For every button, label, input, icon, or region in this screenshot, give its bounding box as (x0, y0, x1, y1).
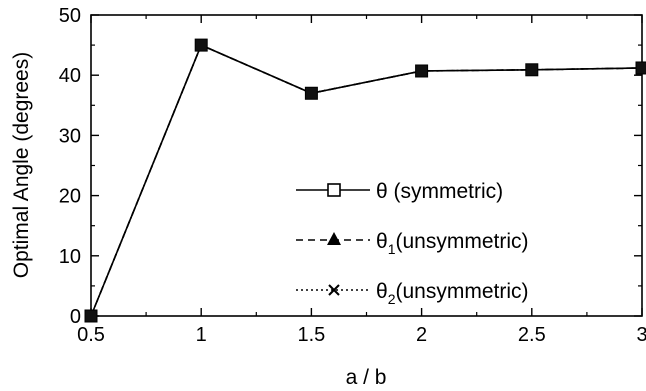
x-marker-icon (328, 284, 340, 296)
open-square-icon (327, 183, 341, 197)
y-tick-label: 20 (59, 186, 81, 208)
x-axis-label: a / b (346, 366, 387, 389)
series-1 (90, 44, 643, 317)
filled-triangle-icon (327, 232, 341, 245)
x-tick-label: 0.5 (77, 324, 105, 346)
legend-item-1: θ1(unsymmetric) (296, 230, 529, 257)
legend-item-2: θ2(unsymmetric) (296, 280, 529, 307)
legend-label: θ (symmetric) (376, 180, 503, 203)
data-point (415, 64, 429, 78)
data-point (635, 61, 646, 75)
legend-label: θ2(unsymmetric) (376, 280, 529, 307)
y-axis-label: Optimal Angle (degrees) (10, 52, 33, 278)
x-tick-label: 1.5 (297, 324, 325, 346)
series-line (90, 44, 643, 317)
x-tick-label: 1 (196, 324, 207, 346)
data-point (304, 86, 318, 100)
y-tick-label: 0 (70, 306, 81, 328)
series-0 (90, 44, 643, 317)
y-tick-label: 30 (59, 125, 81, 147)
x-tick-label: 2 (416, 324, 427, 346)
data-point (194, 38, 208, 52)
data-markers (84, 38, 646, 323)
y-tick-label: 10 (59, 246, 81, 268)
y-tick-label: 50 (59, 5, 81, 27)
data-point (525, 63, 539, 77)
axis-ticks (90, 14, 643, 317)
series-line (90, 44, 643, 317)
legend-item-0: θ (symmetric) (296, 180, 503, 203)
plot-frame (90, 14, 643, 317)
legend-label: θ1(unsymmetric) (376, 230, 529, 257)
x-tick-label: 3 (636, 324, 646, 346)
series-line (90, 44, 643, 317)
x-tick-label: 2.5 (518, 324, 546, 346)
legend: θ (symmetric) θ1(unsymmetric) θ2(unsymmetr… (296, 180, 529, 307)
series-2 (90, 44, 643, 317)
data-point (84, 309, 98, 323)
data-series (84, 38, 646, 323)
y-tick-label: 40 (59, 65, 81, 87)
